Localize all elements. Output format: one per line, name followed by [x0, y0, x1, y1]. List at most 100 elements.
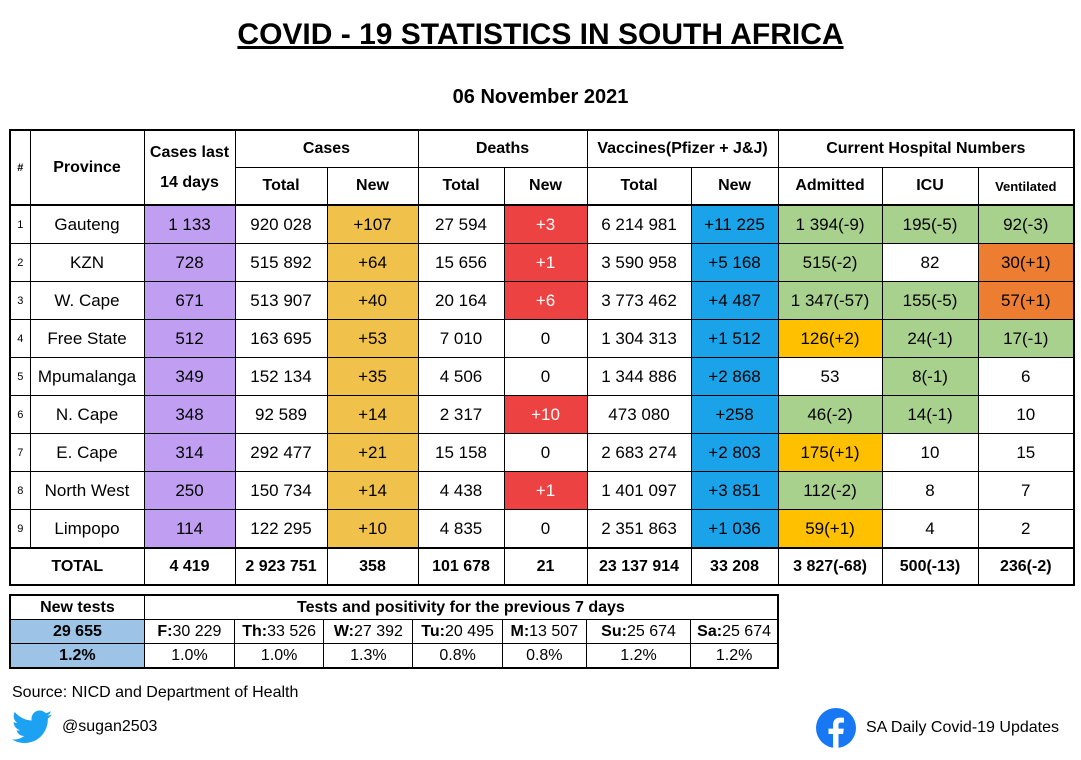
cell-cases-total: 163 695	[234, 319, 328, 358]
totals-deaths-new: 21	[503, 547, 588, 586]
cell-vacc-total: 3 773 462	[586, 281, 692, 320]
cell-icu: 8(-1)	[881, 357, 979, 396]
cell-admitted: 53	[777, 357, 883, 396]
cell-deaths-total: 20 164	[417, 281, 505, 320]
cell-cases14: 349	[143, 357, 236, 396]
day-count: 30 229	[172, 622, 222, 640]
col-header-vaccines: Vaccines(Pfizer + J&J)	[586, 129, 779, 168]
cell-vacc-new: +11 225	[690, 204, 779, 244]
day-count: 25 674	[626, 622, 676, 640]
twitter-icon	[12, 710, 52, 743]
totals-row: TOTAL 4 419 2 923 751 358 101 678 21 23 …	[9, 547, 1075, 586]
province-stats-table: # Province Cases last 14 days Cases Deat…	[9, 129, 1076, 586]
tests-table: New tests Tests and positivity for the p…	[9, 594, 779, 669]
cell-province: Mpumalanga	[29, 357, 145, 396]
cell-vacc-new: +2 868	[690, 357, 779, 396]
cell-vacc-total: 1 304 313	[586, 319, 692, 358]
cell-vacc-total: 1 401 097	[586, 471, 692, 510]
cell-ventilated: 30(+1)	[977, 243, 1075, 282]
cell-cases-new: +64	[326, 243, 419, 282]
cell-cases14: 1 133	[143, 204, 236, 244]
cell-deaths-new: +3	[503, 204, 588, 244]
cell-cases-total: 150 734	[234, 471, 328, 510]
cell-n: 2	[9, 243, 31, 282]
facebook-icon	[816, 708, 856, 748]
cell-deaths-total: 15 656	[417, 243, 505, 282]
day-positivity: 1.2%	[585, 643, 692, 669]
day-tests-count: Su:25 674	[585, 619, 692, 644]
col-header-province: Province	[29, 129, 145, 206]
cell-admitted: 1 347(-57)	[777, 281, 883, 320]
province-row: 9 Limpopo 114 122 295 +10 4 835 0 2 351 863 +1 0…	[9, 509, 1075, 549]
col-header-admitted: Admitted	[777, 167, 883, 206]
cell-deaths-new: 0	[503, 509, 588, 549]
cell-vacc-total: 473 080	[586, 395, 692, 434]
cell-province: W. Cape	[29, 281, 145, 320]
cell-deaths-new: +1	[503, 243, 588, 282]
col-header-cases-total: Total	[234, 167, 328, 206]
new-tests-value: 29 655	[9, 619, 145, 644]
cell-vacc-new: +5 168	[690, 243, 779, 282]
col-header-deaths-total: Total	[417, 167, 505, 206]
twitter-handle: @sugan2503	[62, 718, 158, 735]
cell-ventilated: 6	[977, 357, 1075, 396]
col-header-deaths-new: New	[503, 167, 588, 206]
day-count: 33 526	[267, 622, 317, 640]
cell-cases-new: +10	[326, 509, 419, 549]
cell-ventilated: 7	[977, 471, 1075, 510]
cases14-header-line1: Cases last	[149, 143, 230, 161]
col-header-cases-new: New	[326, 167, 419, 206]
cell-deaths-total: 2 317	[417, 395, 505, 434]
cell-cases14: 250	[143, 471, 236, 510]
col-header-cases: Cases	[234, 129, 419, 168]
cell-icu: 155(-5)	[881, 281, 979, 320]
twitter-credit[interactable]: @sugan2503	[12, 710, 157, 744]
col-header-ventilated: Ventilated	[977, 167, 1075, 206]
day-label: Th:	[242, 622, 268, 640]
page-title: COVID - 19 STATISTICS IN SOUTH AFRICA	[237, 18, 844, 51]
province-row: 5 Mpumalanga 349 152 134 +35 4 506 0 1 344 886 +…	[9, 357, 1075, 396]
cell-cases14: 314	[143, 433, 236, 472]
day-tests-count: F:30 229	[143, 619, 236, 644]
positivity-header: Tests and positivity for the previous 7 …	[143, 594, 779, 620]
province-row: 2 KZN 728 515 892 +64 15 656 +1 3 590 958 +5 168…	[9, 243, 1075, 282]
day-positivity: 1.2%	[690, 643, 779, 669]
totals-cases14: 4 419	[143, 547, 236, 586]
day-label: Sa:	[697, 622, 723, 640]
day-count: 27 392	[353, 622, 403, 640]
day-label: F:	[157, 622, 173, 640]
cell-icu: 8	[881, 471, 979, 510]
cell-vacc-total: 6 214 981	[586, 204, 692, 244]
col-header-icu: ICU	[881, 167, 979, 206]
day-positivity: 0.8%	[501, 643, 587, 669]
cell-deaths-new: 0	[503, 433, 588, 472]
day-label: M:	[510, 622, 530, 640]
cell-cases14: 512	[143, 319, 236, 358]
cell-province: KZN	[29, 243, 145, 282]
totals-admitted: 3 827(-68)	[777, 547, 883, 586]
cell-province: E. Cape	[29, 433, 145, 472]
cell-deaths-new: +10	[503, 395, 588, 434]
cell-vacc-total: 2 351 863	[586, 509, 692, 549]
cell-deaths-total: 4 835	[417, 509, 505, 549]
totals-icu: 500(-13)	[881, 547, 979, 586]
facebook-credit[interactable]: SA Daily Covid-19 Updates	[816, 708, 1059, 748]
cell-cases-new: +14	[326, 471, 419, 510]
day-count: 13 507	[529, 622, 579, 640]
cell-ventilated: 57(+1)	[977, 281, 1075, 320]
source-note: Source: NICD and Department of Health	[12, 684, 299, 701]
province-row: 1 Gauteng 1 133 920 028 +107 27 594 +3 6 214 98…	[9, 204, 1075, 244]
province-row: 8 North West 250 150 734 +14 4 438 +1 1 401 097…	[9, 471, 1075, 510]
cell-deaths-new: 0	[503, 319, 588, 358]
cell-icu: 14(-1)	[881, 395, 979, 434]
report-date: 06 November 2021	[452, 86, 629, 108]
totals-label: TOTAL	[9, 547, 145, 586]
province-row: 7 E. Cape 314 292 477 +21 15 158 0 2 683 274 +2 …	[9, 433, 1075, 472]
cell-icu: 82	[881, 243, 979, 282]
totals-cases-new: 358	[326, 547, 419, 586]
cell-admitted: 112(-2)	[777, 471, 883, 510]
cell-province: Gauteng	[29, 204, 145, 244]
cell-admitted: 59(+1)	[777, 509, 883, 549]
cell-ventilated: 92(-3)	[977, 204, 1075, 244]
cell-cases-new: +21	[326, 433, 419, 472]
